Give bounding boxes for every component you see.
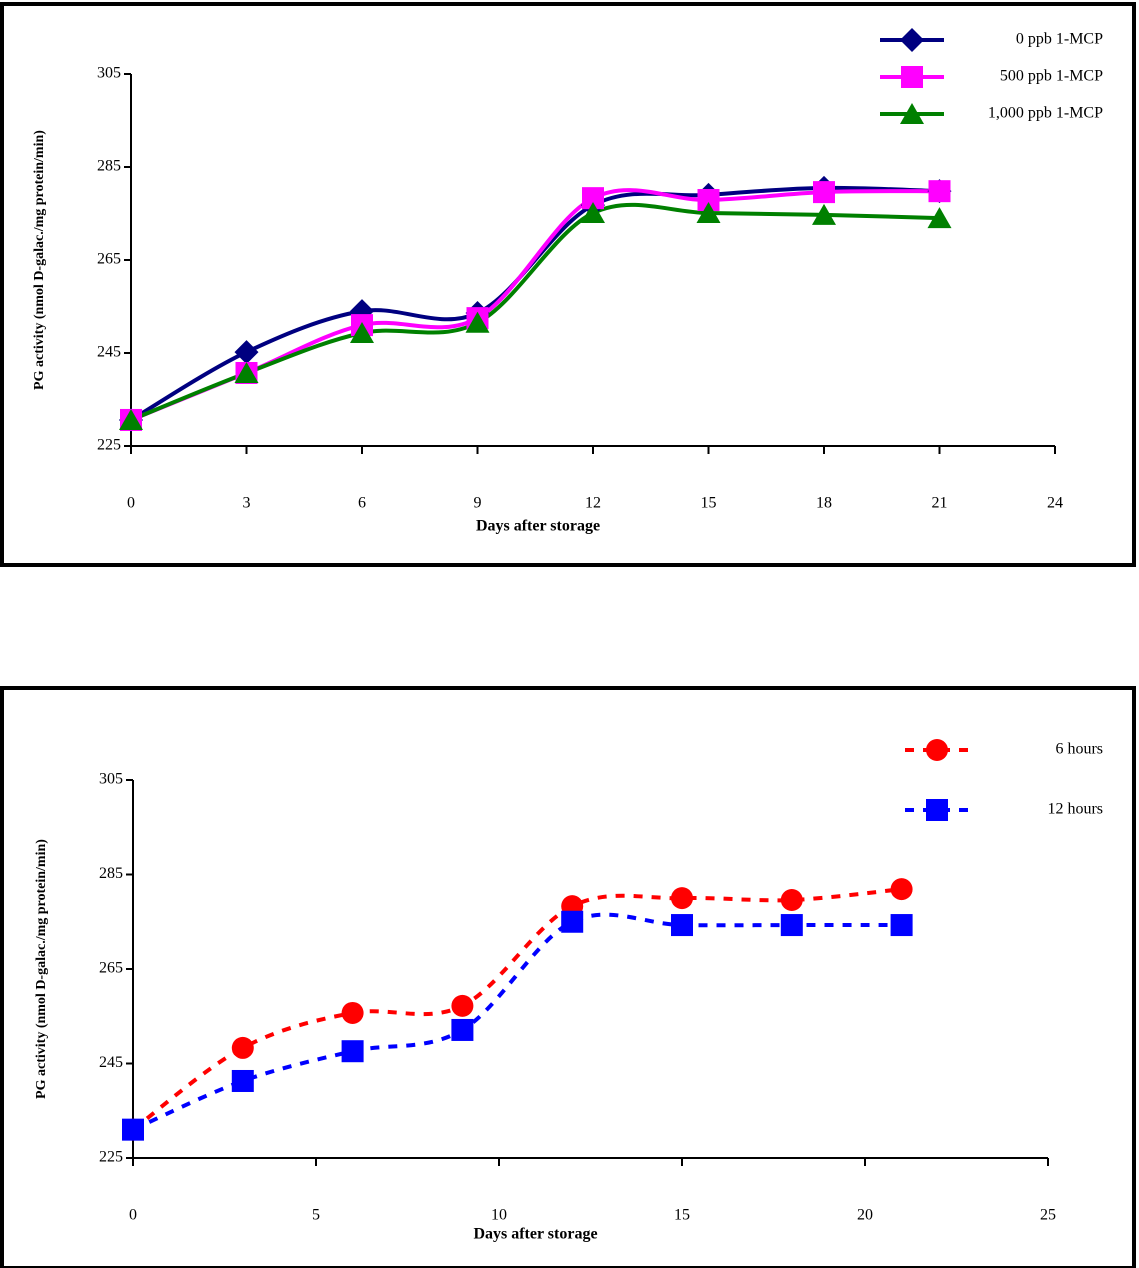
marker (341, 1001, 364, 1024)
marker (451, 1018, 474, 1041)
x-tick-label: 15 (701, 495, 717, 512)
x-tick-label: 10 (491, 1207, 507, 1224)
marker (671, 914, 693, 937)
series-line (132, 912, 902, 1132)
legend-marker (926, 799, 948, 821)
marker (561, 910, 584, 933)
x-tick-label: 0 (129, 1207, 137, 1224)
y-tick-label: 245 (97, 344, 121, 361)
marker (231, 1069, 254, 1092)
y-axis-label: PG activity (nmol D-galac./mg protein/mi… (32, 130, 47, 390)
x-tick-label: 5 (312, 1207, 320, 1224)
x-tick-label: 24 (1047, 495, 1063, 512)
legend-marker (901, 66, 923, 88)
x-tick-label: 6 (358, 495, 366, 512)
chart-frame (0, 686, 1136, 1268)
marker (341, 1040, 364, 1063)
y-tick-label: 305 (97, 65, 121, 82)
x-tick-label: 0 (127, 495, 135, 512)
marker (581, 202, 605, 224)
marker (582, 187, 604, 210)
marker (780, 914, 803, 937)
chart-frame (0, 2, 1136, 567)
x-tick-label: 12 (585, 495, 601, 512)
y-tick-label: 285 (99, 865, 123, 882)
legend-label: 500 ppb 1-MCP (1000, 68, 1103, 85)
marker (671, 887, 693, 910)
x-tick-label: 25 (1040, 1207, 1056, 1224)
marker (465, 311, 490, 333)
marker (231, 1036, 254, 1059)
x-tick-label: 18 (816, 495, 832, 512)
marker (350, 322, 374, 344)
marker (696, 202, 721, 224)
legend-label: 0 ppb 1-MCP (1016, 31, 1103, 48)
marker (234, 340, 259, 365)
y-tick-label: 285 (97, 158, 121, 175)
marker (122, 1118, 144, 1141)
y-tick-label: 225 (99, 1149, 123, 1166)
marker (697, 189, 720, 212)
x-tick-label: 15 (674, 1207, 690, 1224)
marker (813, 181, 835, 204)
marker (812, 203, 836, 225)
y-tick-label: 305 (99, 771, 123, 788)
marker (119, 408, 143, 430)
y-axis-label: PG activity (nmol D-galac./mg protein/mi… (34, 839, 49, 1099)
legend-label: 6 hours (1055, 741, 1103, 758)
marker (928, 180, 951, 203)
legend-marker (926, 739, 948, 761)
x-axis-label: Days after storage (473, 1226, 597, 1243)
x-tick-label: 21 (932, 495, 948, 512)
marker (890, 878, 913, 901)
legend-marker (900, 103, 924, 124)
x-tick-label: 20 (857, 1207, 873, 1224)
legend-marker (900, 28, 924, 52)
y-tick-label: 225 (97, 437, 121, 454)
legend-label: 1,000 ppb 1-MCP (988, 105, 1103, 122)
y-tick-label: 245 (99, 1054, 123, 1071)
marker (890, 914, 913, 937)
x-tick-label: 3 (243, 495, 251, 512)
legend-label: 12 hours (1047, 801, 1103, 818)
marker (780, 889, 803, 912)
marker (234, 361, 259, 383)
y-tick-label: 265 (99, 960, 123, 977)
series-line (130, 202, 940, 422)
y-tick-label: 265 (97, 251, 121, 268)
x-tick-label: 9 (474, 495, 482, 512)
x-axis-label: Days after storage (476, 518, 600, 535)
marker (451, 994, 474, 1017)
marker (927, 207, 952, 229)
